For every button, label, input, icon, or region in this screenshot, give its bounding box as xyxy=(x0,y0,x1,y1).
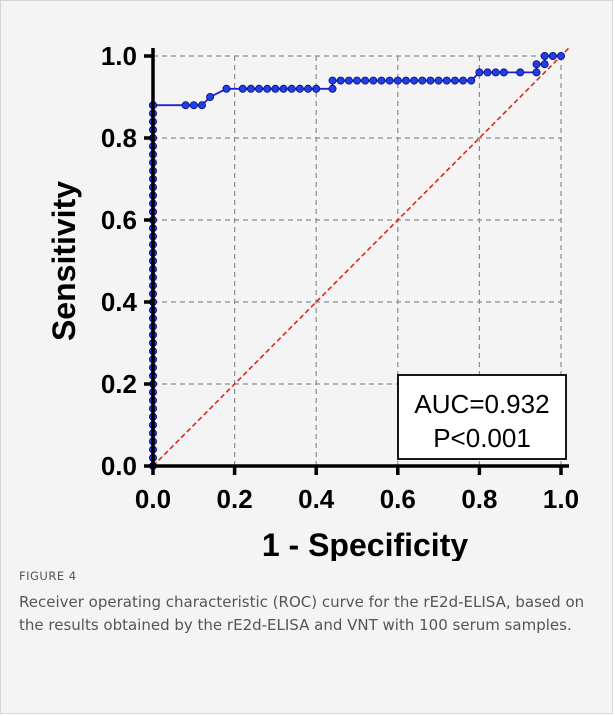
roc-point xyxy=(434,76,443,85)
y-tick-label: 1.0 xyxy=(101,41,137,71)
roc-point xyxy=(369,76,378,85)
roc-point xyxy=(328,84,337,93)
y-tick-label: 0.4 xyxy=(101,287,138,317)
roc-point xyxy=(450,76,459,85)
y-axis-label: Sensitivity xyxy=(46,181,82,341)
roc-point xyxy=(385,76,394,85)
roc-point xyxy=(263,84,272,93)
x-tick-label: 1.0 xyxy=(543,484,579,514)
y-tick-labels: 0.0 0.2 0.4 0.6 0.8 1.0 xyxy=(101,41,138,481)
roc-point xyxy=(442,76,451,85)
figure-label: FIGURE 4 xyxy=(19,569,77,583)
roc-point xyxy=(410,76,419,85)
roc-point xyxy=(336,76,345,85)
roc-point xyxy=(312,84,321,93)
roc-point xyxy=(189,101,198,110)
x-tick-label: 0.6 xyxy=(380,484,416,514)
roc-point xyxy=(304,84,313,93)
roc-point xyxy=(295,84,304,93)
roc-point xyxy=(377,76,386,85)
grid-lines xyxy=(153,55,562,466)
y-tick-label: 0.6 xyxy=(101,205,137,235)
x-axis-label: 1 - Specificity xyxy=(262,527,469,561)
roc-point xyxy=(181,101,190,110)
roc-point xyxy=(287,84,296,93)
roc-point xyxy=(426,76,435,85)
roc-point xyxy=(255,84,264,93)
auc-annotation: AUC=0.932 P<0.001 xyxy=(397,374,567,460)
roc-point xyxy=(206,93,215,102)
x-tick-label: 0.2 xyxy=(217,484,253,514)
roc-point xyxy=(393,76,402,85)
auc-annotation-box xyxy=(397,374,567,460)
roc-point xyxy=(222,84,231,93)
roc-point xyxy=(352,76,361,85)
figure-caption: FIGURE 4 Receiver operating characterist… xyxy=(19,569,589,637)
y-tick-label: 0.8 xyxy=(101,123,137,153)
roc-point xyxy=(361,76,370,85)
roc-point xyxy=(467,76,476,85)
reference-diagonal-line xyxy=(152,47,570,467)
roc-point xyxy=(548,52,557,61)
x-tick-labels: 0.0 0.2 0.4 0.6 0.8 1.0 xyxy=(135,484,579,514)
roc-point xyxy=(344,76,353,85)
roc-point xyxy=(483,68,492,77)
roc-point xyxy=(418,76,427,85)
roc-point xyxy=(532,68,541,77)
roc-point xyxy=(532,60,541,69)
x-tick-label: 0.0 xyxy=(135,484,171,514)
x-tick-label: 0.8 xyxy=(461,484,497,514)
roc-point xyxy=(540,60,549,69)
figure-caption-text: Receiver operating characteristic (ROC) … xyxy=(19,593,585,634)
roc-point xyxy=(197,101,206,110)
roc-point xyxy=(401,76,410,85)
roc-point xyxy=(475,68,484,77)
auc-value-text: AUC=0.932 xyxy=(414,389,549,419)
axes xyxy=(144,48,569,475)
p-value-text: P<0.001 xyxy=(433,423,531,453)
y-tick-label: 0.2 xyxy=(101,369,137,399)
roc-point xyxy=(246,84,255,93)
roc-point xyxy=(328,76,337,85)
roc-point xyxy=(516,68,525,77)
roc-point xyxy=(238,84,247,93)
roc-point xyxy=(459,76,468,85)
roc-point xyxy=(499,68,508,77)
roc-point xyxy=(540,52,549,61)
roc-point xyxy=(279,84,288,93)
roc-point xyxy=(491,68,500,77)
roc-point xyxy=(271,84,280,93)
y-tick-label: 0.0 xyxy=(101,451,137,481)
roc-chart: 0.0 0.2 0.4 0.6 0.8 1.0 0.0 0.2 0.4 0.6 0.8 1.0 1 … xyxy=(46,41,579,561)
roc-point xyxy=(557,52,566,61)
x-tick-label: 0.4 xyxy=(298,484,335,514)
